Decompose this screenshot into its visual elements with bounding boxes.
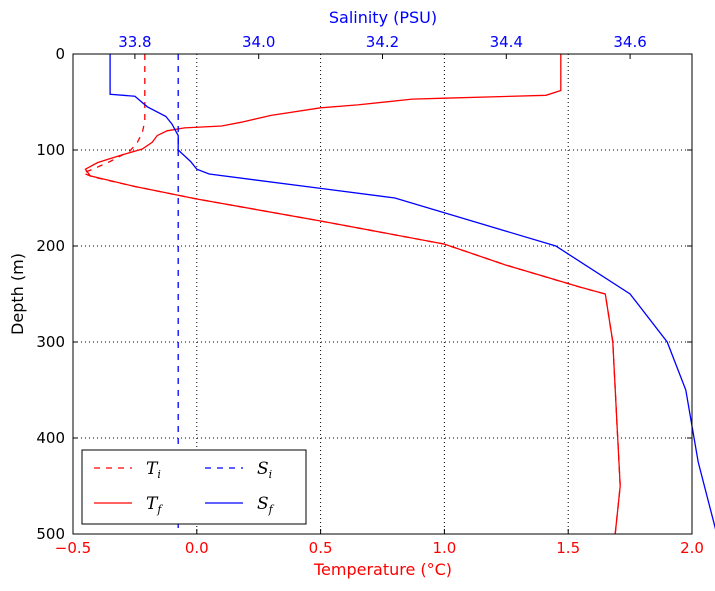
x-bottom-tick-label: 2.0: [680, 539, 704, 557]
x-bottom-tick-label: 1.5: [556, 539, 580, 557]
legend-box: [81, 449, 307, 525]
x-bottom-tick-label: 0.0: [185, 539, 209, 557]
x-axis-bottom-title: Temperature (°C): [313, 560, 452, 579]
x-top-tick-label: 33.8: [118, 33, 151, 51]
x-top-tick-label: 34.4: [490, 33, 523, 51]
tick-marks: [72, 53, 693, 535]
legend: Ti Tf Si Sf: [81, 449, 307, 525]
x-axis-top-title: Salinity (PSU): [329, 8, 437, 27]
x-top-tick-label: 34.6: [613, 33, 646, 51]
x-top-tick-label: 34.2: [366, 33, 399, 51]
y-tick-label: 400: [36, 429, 65, 447]
y-tick-label: 0: [55, 45, 65, 63]
x-bottom-tick-label: 0.5: [309, 539, 333, 557]
legend-label-Sf: Sf: [257, 494, 275, 516]
y-tick-label: 500: [36, 525, 65, 543]
legend-label-Tf: Tf: [146, 494, 163, 516]
y-tick-label: 100: [36, 141, 65, 159]
tick-labels: 0 100 200 300 400 500−0.5 0.0 0.5 1.0 1.5 2.0 33.8 3…: [36, 33, 704, 557]
x-bottom-tick-label: 1.0: [432, 539, 456, 557]
series-line-Tf: [84, 54, 621, 535]
x-top-tick-label: 34.0: [242, 33, 275, 51]
legend-label-Si: Si: [257, 459, 272, 481]
x-bottom-tick-label: −0.5: [55, 539, 91, 557]
y-axis-title: Depth (m): [8, 253, 27, 335]
legend-label-Ti: Ti: [146, 459, 161, 481]
y-tick-label: 200: [36, 237, 65, 255]
series-line-Sf: [109, 54, 715, 530]
y-tick-label: 300: [36, 333, 65, 351]
